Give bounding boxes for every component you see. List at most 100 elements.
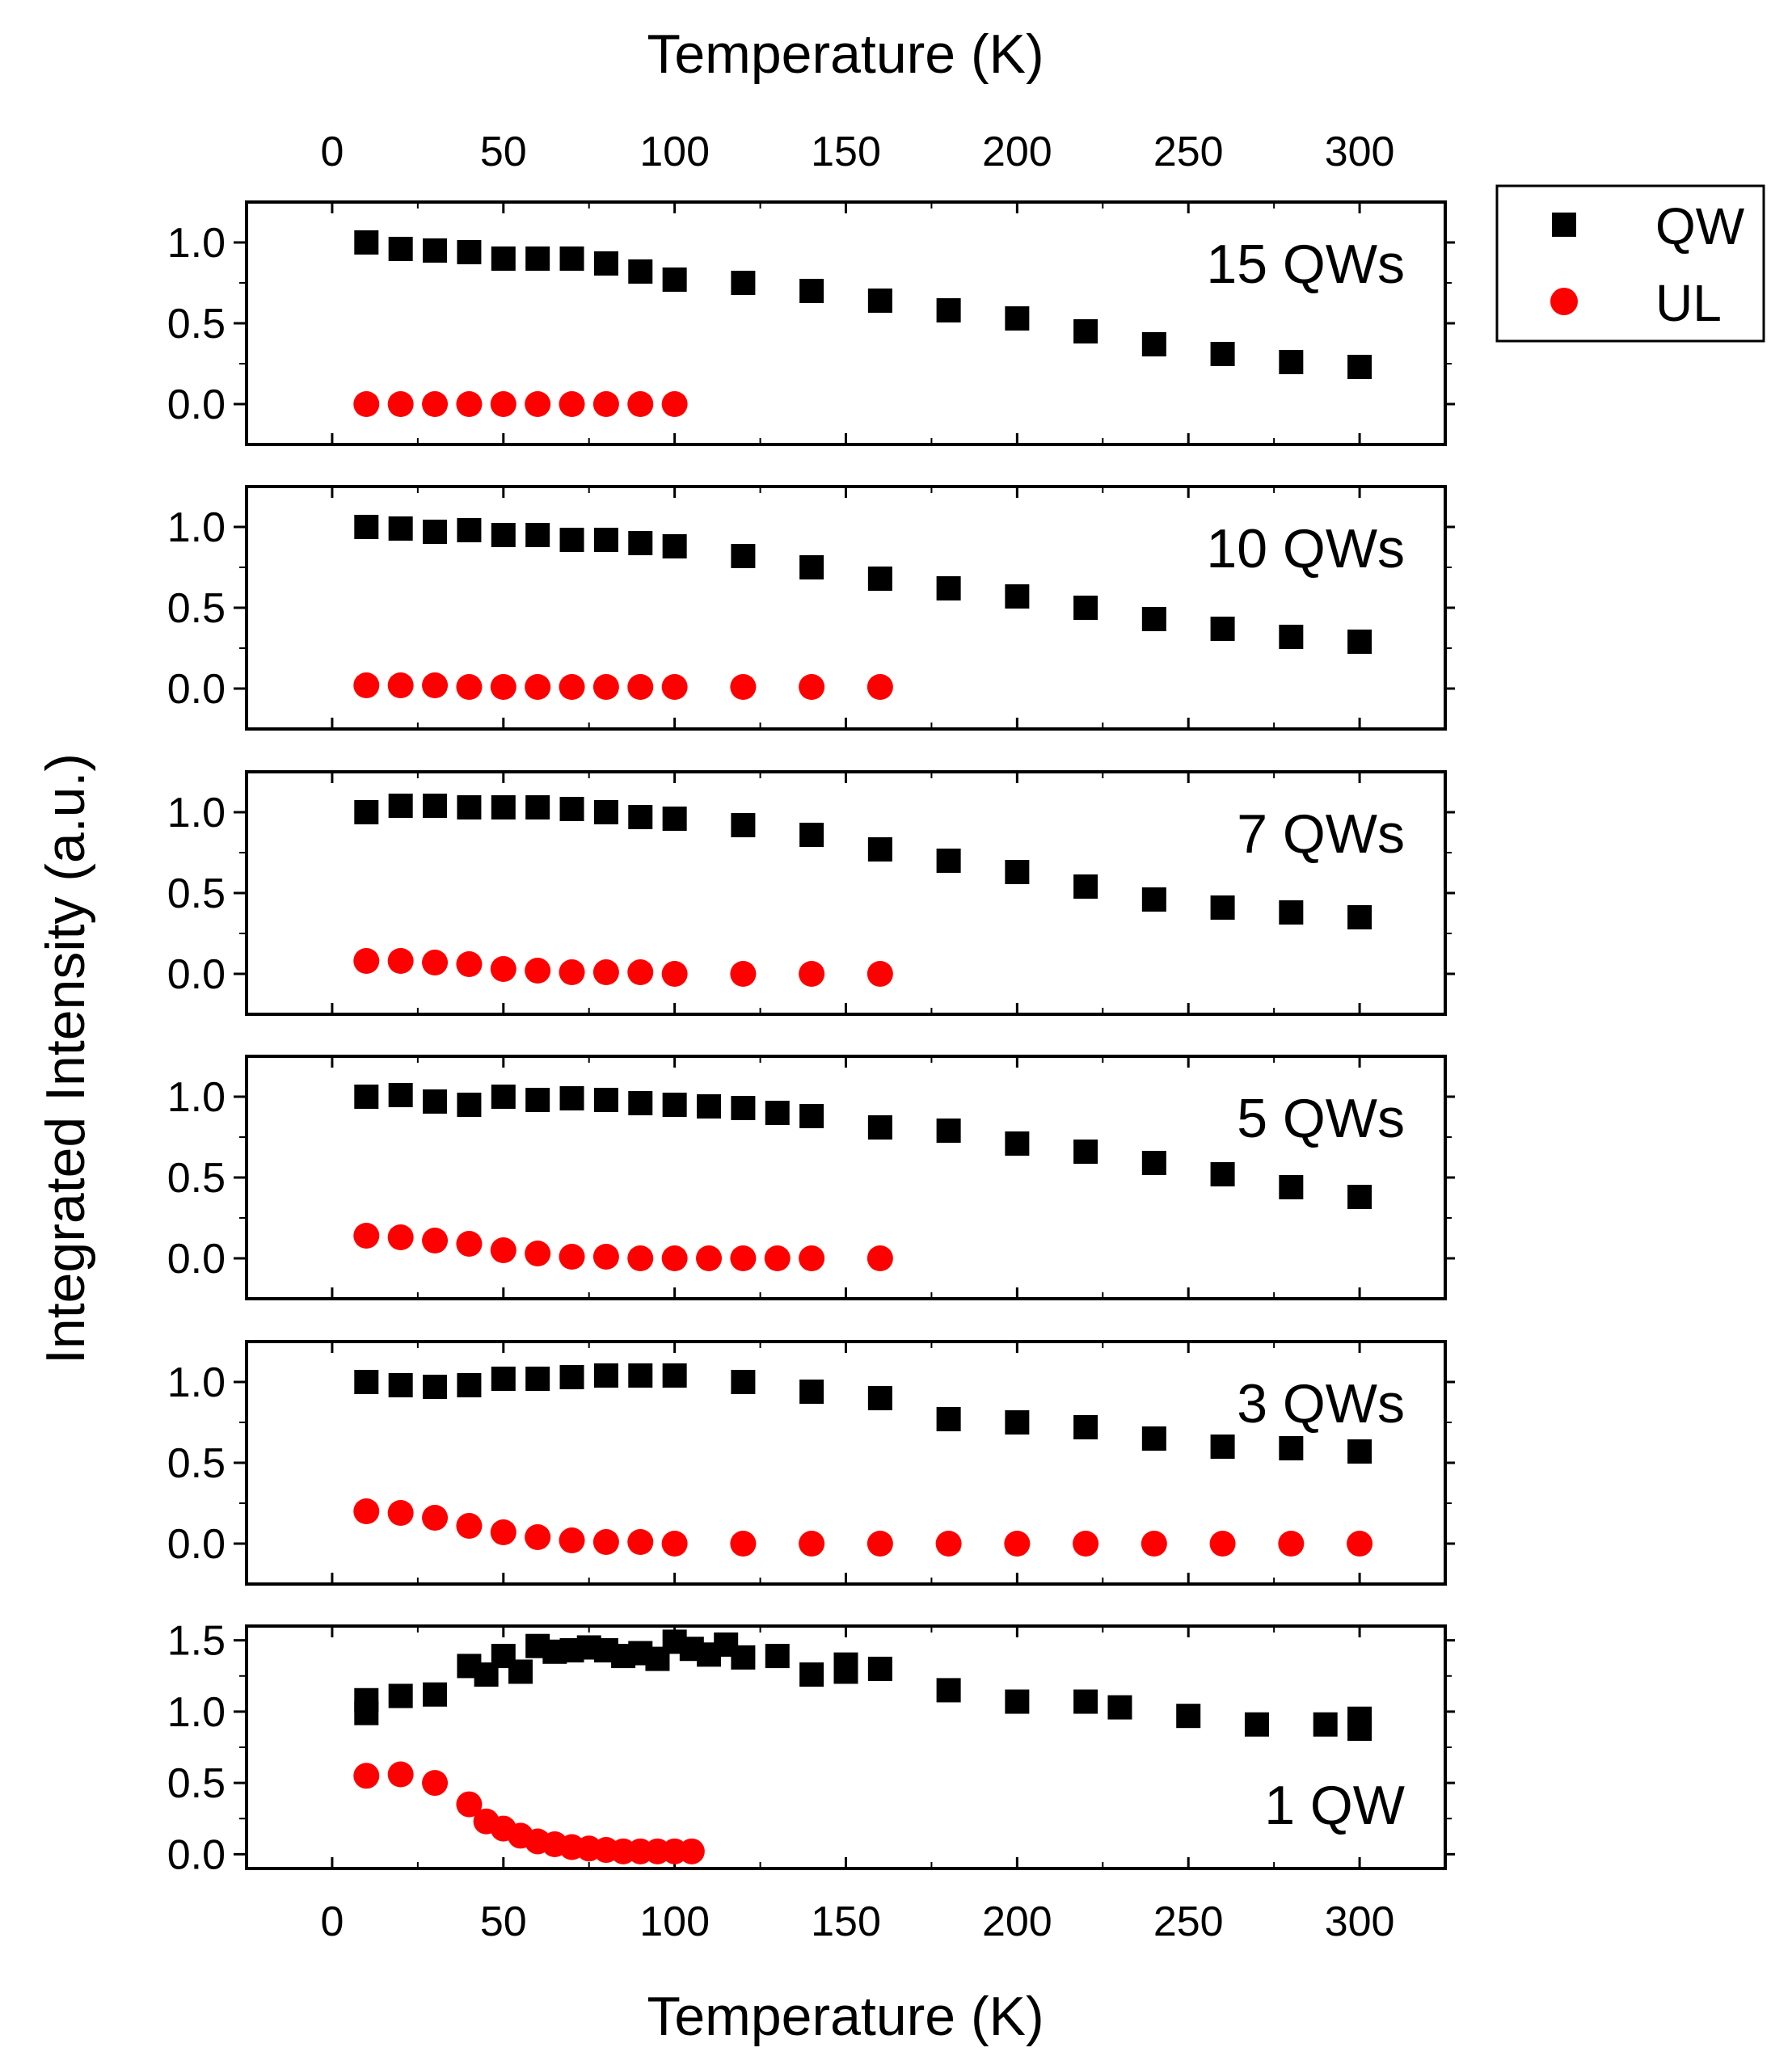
ul-point	[387, 948, 414, 974]
qw-point	[559, 1365, 584, 1389]
series-qw	[354, 1083, 1372, 1209]
ul-point	[661, 1245, 688, 1271]
panel-label: 15 QWs	[1206, 234, 1405, 295]
bottom-axis: 0 50 100 150 200 250 300	[320, 1898, 1394, 1945]
qw-point	[1347, 1439, 1372, 1464]
y-tick-label: 1.5	[167, 1618, 226, 1665]
qw-point	[936, 298, 961, 322]
qw-point	[457, 518, 482, 542]
qw-point	[662, 1363, 687, 1388]
qw-point	[799, 1380, 824, 1404]
qw-point	[423, 238, 448, 263]
y-tick-label: 0.5	[167, 301, 226, 348]
qw-point	[1244, 1712, 1269, 1737]
ul-point	[490, 674, 517, 700]
y-tick-label: 0.5	[167, 585, 226, 632]
ul-point	[456, 391, 483, 417]
ul-point	[456, 1231, 483, 1257]
ul-point	[387, 391, 414, 417]
top-x-tick-label: 200	[982, 128, 1052, 175]
ul-point	[559, 1527, 585, 1553]
qw-point	[388, 1083, 413, 1107]
series-ul	[353, 948, 893, 987]
panel-10-qws: 0.0 0.5 1.0 10 QWs	[167, 485, 1455, 731]
qw-point	[1279, 350, 1304, 374]
ul-point	[799, 961, 825, 987]
ul-point	[592, 1529, 619, 1555]
qw-point	[423, 520, 448, 544]
ul-point	[422, 950, 449, 975]
ul-point	[627, 674, 654, 700]
qw-point	[799, 1662, 824, 1687]
y-tick-label: 1.0	[167, 790, 226, 836]
ul-point	[490, 956, 517, 982]
qw-point	[525, 1367, 550, 1391]
qw-point	[491, 523, 516, 547]
ul-point	[387, 672, 414, 698]
qw-point	[731, 1370, 756, 1394]
legend-ul-marker	[1550, 288, 1578, 315]
qw-point	[457, 240, 482, 264]
qw-point	[1141, 332, 1166, 356]
qw-point	[1005, 1131, 1030, 1156]
bottom-x-tick-label: 0	[320, 1898, 344, 1945]
qw-point	[354, 230, 379, 255]
ul-point	[627, 1245, 654, 1271]
legend-qw-marker	[1552, 213, 1576, 237]
ul-point	[490, 1519, 517, 1545]
qw-point	[1210, 342, 1235, 366]
ul-point	[559, 391, 585, 417]
qw-point	[491, 795, 516, 819]
qw-point	[1073, 1689, 1098, 1714]
qw-point	[525, 1088, 550, 1112]
series-qw	[354, 230, 1372, 379]
ul-point	[353, 391, 380, 417]
panels: 0.0 0.5 1.0 15 QWs 0.0 0.5 1.0 10 QWs 0.0 0.5 1.0 7…	[167, 200, 1455, 1878]
qw-point	[867, 1386, 892, 1410]
qw-point	[662, 534, 687, 558]
qw-point	[1073, 596, 1098, 620]
series-qw	[354, 1363, 1372, 1464]
qw-point	[1073, 319, 1098, 343]
bottom-x-tick-label: 250	[1153, 1898, 1224, 1945]
qw-point	[593, 1088, 618, 1112]
ul-point	[559, 1244, 585, 1270]
panel-label: 7 QWs	[1237, 803, 1405, 865]
qw-point	[508, 1659, 533, 1684]
qw-point	[1279, 1436, 1304, 1460]
qw-point	[628, 259, 653, 284]
qw-point	[1005, 860, 1030, 884]
qw-point	[423, 1682, 448, 1707]
panel-7-qws: 0.0 0.5 1.0 7 QWs	[167, 770, 1455, 1016]
ul-point	[696, 1245, 723, 1271]
qw-point	[867, 837, 892, 862]
top-axis-title: Temperature (K)	[647, 23, 1044, 85]
series-ul	[353, 672, 893, 700]
ul-point	[525, 674, 551, 700]
panel-1-qw: 0.0 0.5 1.0 1.5 1 QW	[167, 1618, 1455, 1878]
qw-point	[765, 1644, 790, 1669]
qw-point	[1347, 1706, 1372, 1731]
ul-point	[1347, 1531, 1373, 1557]
qw-point	[457, 1373, 482, 1397]
qw-point	[799, 823, 824, 847]
y-tick-label: 0.0	[167, 1521, 226, 1568]
y-tick-label: 0.5	[167, 870, 226, 917]
qw-point	[1279, 1175, 1304, 1199]
y-tick-label: 0.0	[167, 1831, 226, 1878]
legend: QW UL	[1495, 184, 1765, 343]
y-tick-label: 0.0	[167, 1236, 226, 1283]
legend-qw-label: QW	[1655, 197, 1745, 255]
qw-point	[1210, 895, 1235, 920]
ul-point	[1004, 1531, 1031, 1557]
qw-point	[1279, 900, 1304, 925]
qw-point	[354, 515, 379, 539]
top-axis: 0 50 100 150 200 250 300	[320, 128, 1394, 175]
y-tick-label: 1.0	[167, 504, 226, 551]
qw-point	[1347, 355, 1372, 379]
ul-point	[353, 1763, 380, 1789]
qw-point	[867, 289, 892, 313]
qw-point	[423, 1375, 448, 1399]
ul-point	[866, 674, 893, 700]
y-tick-label: 1.0	[167, 1689, 226, 1736]
